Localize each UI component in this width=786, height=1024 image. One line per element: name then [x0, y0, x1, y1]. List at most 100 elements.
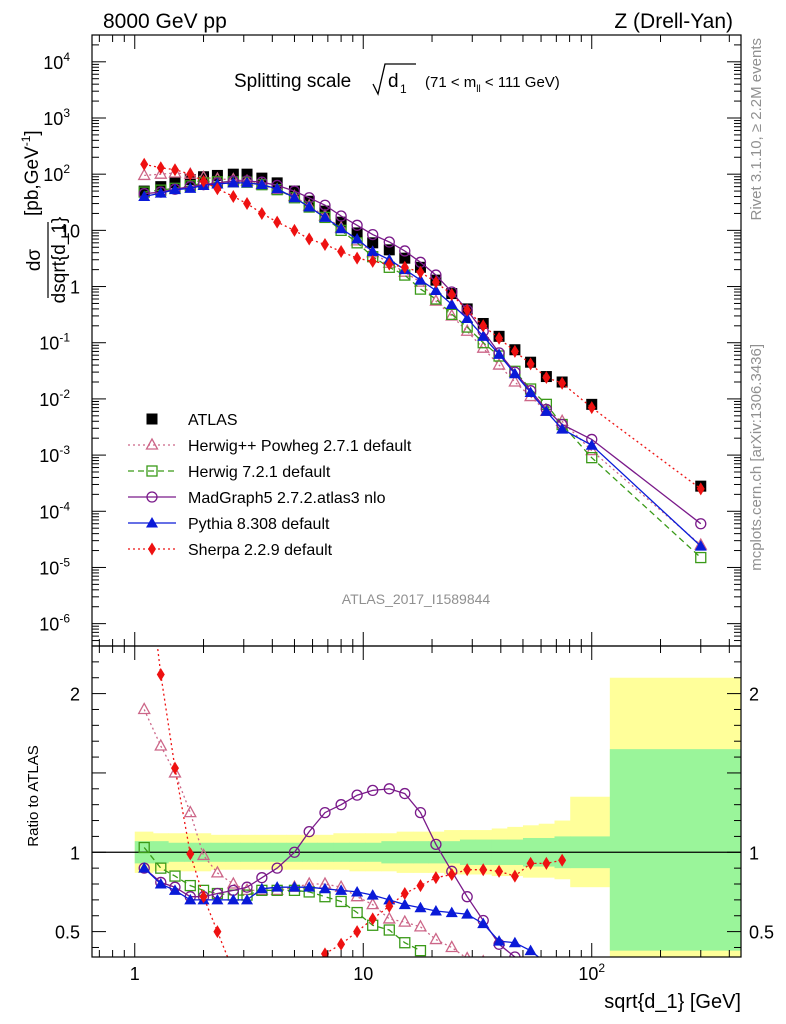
ylabel-denominator: dsqrt{d_1}	[49, 217, 70, 304]
ratio-point-pythia	[241, 893, 254, 905]
ratio-point-pythia	[351, 885, 364, 897]
ratio-point-pythia	[288, 881, 301, 892]
main-point-pythia	[318, 211, 331, 222]
main-point-pythia	[255, 178, 268, 190]
ratio-point-sherpa	[447, 867, 456, 881]
ratio-line-sherpa	[156, 646, 563, 957]
ratio-point-herwigpp	[226, 876, 240, 889]
main-point-pythia	[168, 183, 181, 195]
ratio-series	[137, 528, 567, 986]
ratio-point-pythia	[414, 901, 427, 913]
main-point-pythia	[138, 190, 151, 202]
y-tick-label: 10-2	[39, 387, 70, 410]
ratio-point-madgraph	[367, 784, 379, 797]
main-point-pythia	[414, 274, 427, 285]
ratio-point-madgraph	[399, 787, 411, 800]
ylabel-numerator: dσ	[24, 249, 45, 272]
mcplots-label: mcplots.cern.ch [arXiv:1306.3436]	[748, 344, 765, 571]
main-point-pythia	[227, 176, 240, 188]
ratio-point-madgraph	[288, 846, 301, 858]
ratio-point-herwig7	[138, 841, 150, 854]
ratio-point-madgraph	[319, 806, 331, 819]
main-point-pythia	[271, 182, 284, 194]
ratio-point-herwig7	[351, 906, 363, 919]
ratio-point-pythia	[303, 881, 316, 892]
ratio-point-pythia	[524, 944, 537, 956]
legend-marker-pythia	[146, 517, 158, 528]
ratio-point-herwig7	[414, 945, 427, 957]
main-point-sherpa	[170, 163, 179, 177]
main-point-madgraph	[399, 245, 411, 257]
ratio-y-tick-label-right: 0.5	[749, 923, 774, 943]
main-point-madgraph	[695, 518, 707, 530]
main-point-pythia	[493, 348, 506, 359]
ratio-y-tick-label-right: 2	[749, 685, 759, 705]
ratio-point-sherpa	[213, 925, 222, 939]
main-point-sherpa	[696, 482, 705, 496]
legend-label-sherpa: Sherpa 2.2.9 default	[188, 542, 333, 559]
main-point-sherpa	[400, 260, 409, 274]
main-point-sherpa	[463, 303, 472, 317]
header-left: 8000 GeV pp	[103, 10, 227, 33]
header-right: Z (Drell-Yan)	[614, 10, 733, 33]
main-point-sherpa	[368, 254, 377, 268]
ratio-point-sherpa	[290, 973, 298, 986]
main-point-pythia	[429, 284, 442, 296]
title-cut: (71 < mll < 111 GeV)	[425, 74, 560, 95]
ratio-point-herwigpp	[210, 865, 225, 878]
ratio-point-madgraph	[241, 881, 253, 893]
plot-title: Splitting scale d 1 (71 < mll < 111 GeV)	[234, 63, 560, 96]
ratio-point-sherpa	[368, 912, 377, 926]
main-point-madgraph	[335, 210, 347, 222]
ratio-point-pythia	[398, 898, 411, 910]
main-point-herwigpp	[154, 166, 168, 179]
ratio-point-sherpa	[385, 899, 394, 913]
ratio-point-pythia	[429, 904, 442, 916]
ratio-point-madgraph	[430, 838, 442, 850]
main-point-pythia	[351, 233, 364, 244]
ratio-line-madgraph	[143, 788, 517, 957]
ratio-point-sherpa	[199, 890, 208, 904]
ratio-point-pythia	[255, 882, 268, 894]
ratio-point-herwigpp	[183, 805, 197, 818]
main-point-sherpa	[495, 331, 504, 345]
main-point-pythia	[445, 298, 458, 309]
ratio-point-pythia	[211, 893, 224, 905]
y-tick-label: 10-1	[39, 331, 70, 354]
ratio-point-madgraph	[383, 783, 395, 795]
x-tick-label: 102	[578, 961, 605, 984]
main-point-herwig7	[446, 308, 458, 320]
ratio-point-herwigpp	[413, 919, 428, 932]
ratio-point-madgraph	[271, 862, 283, 874]
ratio-point-pythia	[366, 889, 379, 900]
y-tick-label: 103	[43, 106, 70, 129]
ratio-frame	[91, 645, 742, 958]
ratio-point-pythia	[318, 882, 331, 894]
ratio-point-sherpa	[140, 528, 148, 541]
ratio-point-herwigpp	[429, 932, 443, 945]
ratio-point-sherpa	[542, 856, 551, 870]
main-point-sherpa	[542, 371, 551, 385]
legend-label-data: ATLAS	[188, 412, 238, 429]
ratio-point-herwig7	[169, 870, 181, 882]
legend-label-herwigpp: Herwig++ Powheg 2.7.1 default	[188, 438, 412, 455]
main-point-pythia	[154, 187, 167, 198]
main-point-pythia	[585, 439, 598, 450]
ratio-point-herwigpp	[366, 897, 380, 910]
main-point-data	[351, 227, 363, 239]
main-point-sherpa	[479, 319, 488, 333]
ratio-point-pythia	[227, 893, 240, 905]
ratio-point-sherpa	[526, 856, 535, 870]
ratio-point-herwig7	[383, 924, 395, 936]
ylabel-units: [pb,GeV-1]	[19, 130, 43, 216]
legend: ATLAS Herwig++ Powheg 2.7.1 default Herwig…	[128, 412, 412, 559]
ratio-point-herwig7	[184, 879, 196, 892]
main-point-sherpa	[337, 245, 346, 259]
ratio-point-herwigpp	[154, 738, 168, 751]
main-point-sherpa	[305, 232, 314, 246]
ratio-point-sherpa	[510, 869, 519, 883]
y-tick-label: 102	[43, 162, 70, 185]
main-point-sherpa	[320, 238, 329, 252]
title-d: d	[388, 71, 399, 92]
